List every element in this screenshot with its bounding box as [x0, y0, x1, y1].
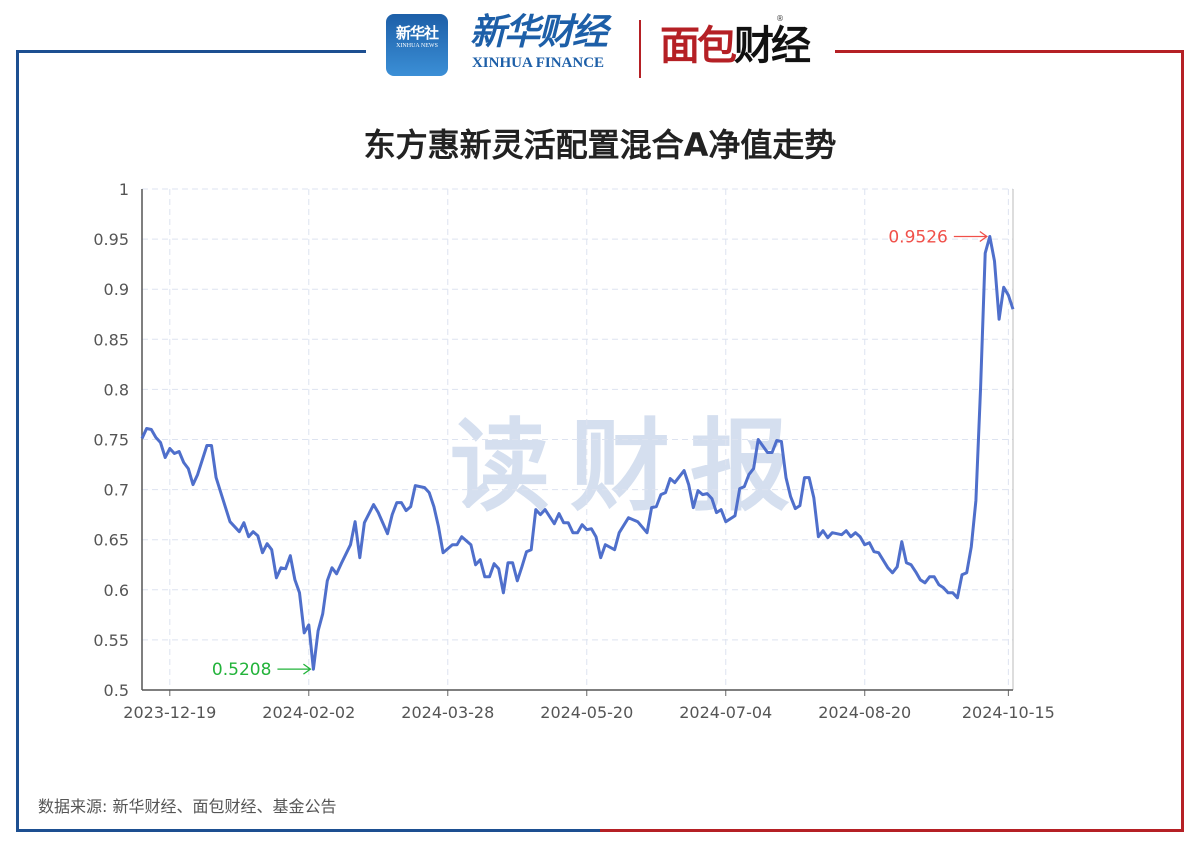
max-value-label: 0.9526 — [888, 227, 947, 247]
y-tick-label: 0.6 — [104, 581, 129, 600]
x-tick-label: 2024-05-20 — [540, 703, 633, 722]
logo-divider — [639, 20, 641, 78]
y-tick-label: 0.9 — [104, 280, 129, 299]
xinhua-finance-cn: 新华财经 — [469, 11, 608, 53]
frame-top-left — [16, 50, 366, 53]
watermark: 读财报 — [450, 408, 810, 525]
xinhua-finance-en: XINHUA FINANCE — [471, 55, 605, 71]
xinhua-news-logo: 新华社 XINHUA NEWS — [386, 14, 448, 76]
x-tick-label: 2024-02-02 — [262, 703, 355, 722]
x-tick-label: 2023-12-19 — [123, 703, 216, 722]
y-tick-label: 0.75 — [93, 431, 129, 450]
max-arrow-head — [979, 230, 988, 243]
y-tick-label: 0.95 — [93, 230, 129, 249]
frame-top-right — [835, 50, 1184, 53]
x-tick-label: 2024-03-28 — [401, 703, 494, 722]
registered-mark: ® — [776, 14, 784, 23]
xinhua-news-logo-en: XINHUA NEWS — [396, 43, 438, 49]
min-value-label: 0.5208 — [212, 660, 271, 680]
min-arrow-head — [303, 663, 312, 675]
xinhua-news-logo-cn: 新华社 — [395, 24, 439, 42]
frame-bottom — [16, 829, 1184, 832]
x-tick-label: 2024-08-20 — [818, 703, 911, 722]
mianbao-logo: 面包财经 — [660, 20, 811, 72]
xinhua-finance-logo: 新华财经 XINHUA FINANCE — [458, 10, 618, 72]
y-tick-label: 0.85 — [93, 330, 129, 349]
x-tick-label: 2024-10-15 — [962, 703, 1055, 722]
x-tick-label: 2024-07-04 — [679, 703, 772, 722]
data-source: 数据来源: 新华财经、面包财经、基金公告 — [38, 797, 337, 816]
y-tick-label: 0.65 — [93, 531, 129, 550]
frame-right — [1181, 50, 1184, 832]
y-tick-label: 0.55 — [93, 631, 129, 650]
y-tick-label: 0.8 — [104, 380, 129, 399]
y-tick-label: 1 — [119, 180, 129, 199]
y-tick-label: 0.5 — [104, 681, 129, 700]
frame-left — [16, 50, 19, 832]
chart-title: 东方惠新灵活配置混合A净值走势 — [363, 126, 837, 164]
mianbao-logo-black: 财经 — [734, 23, 811, 69]
nav-series-line — [140, 235, 1015, 671]
mianbao-logo-red: 面包 — [660, 23, 737, 69]
y-tick-label: 0.7 — [104, 481, 129, 500]
